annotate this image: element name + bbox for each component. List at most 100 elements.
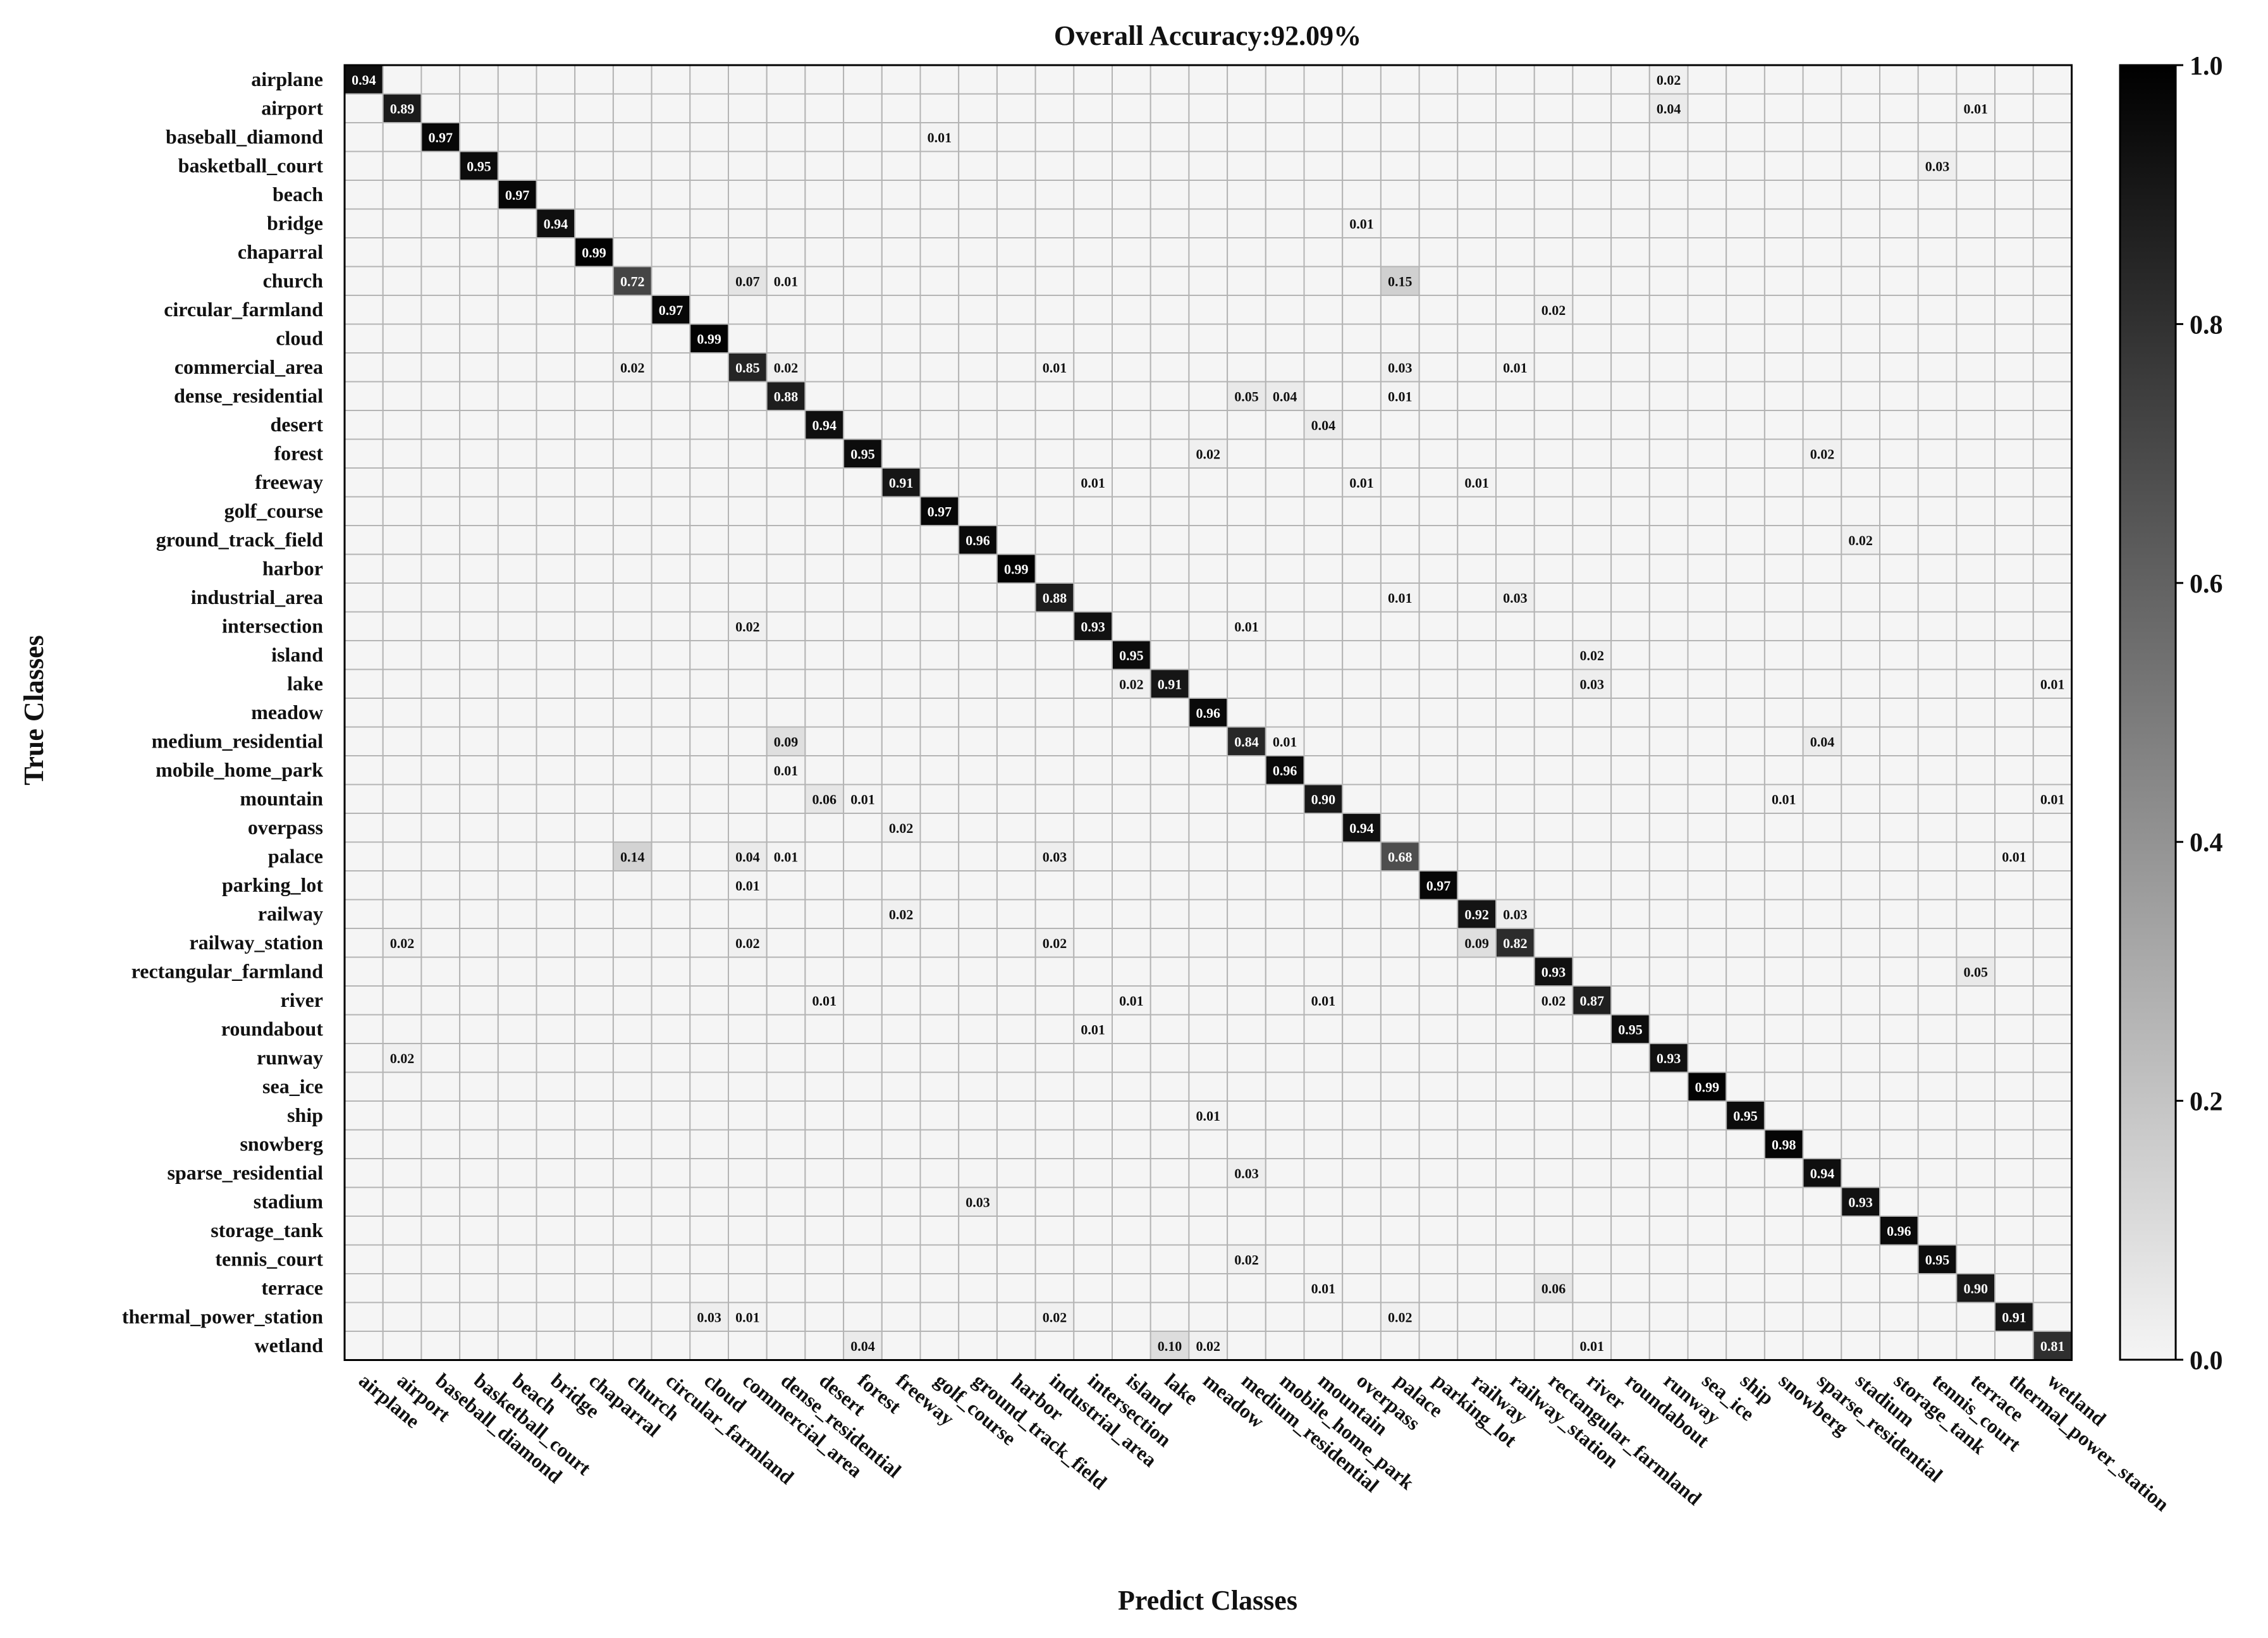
heatmap-cell [497, 899, 537, 929]
heatmap-cell [420, 496, 461, 526]
heatmap-cell [728, 93, 768, 123]
heatmap-cell [536, 1158, 576, 1188]
heatmap-cell [919, 1014, 960, 1044]
heatmap-cell [1149, 1071, 1190, 1102]
heatmap-cell [1879, 640, 1919, 670]
heatmap-cell [1763, 496, 1804, 526]
cell-value-label: 0.02 [390, 1050, 415, 1066]
heatmap-cell [1917, 1158, 1958, 1188]
heatmap-cell [1956, 1331, 1996, 1361]
row-label: island [271, 643, 323, 666]
heatmap-cell [1687, 1014, 1727, 1044]
cell-value-label: 0.03 [1043, 849, 1067, 865]
heatmap-cell [1726, 1043, 1765, 1073]
heatmap-cell [996, 582, 1036, 613]
heatmap-cell [843, 640, 883, 670]
row-label: airplane [251, 68, 323, 90]
heatmap-cell [574, 899, 614, 929]
heatmap-cell [1994, 640, 2034, 670]
heatmap-cell [497, 841, 537, 871]
heatmap-cell [958, 928, 998, 958]
heatmap-cell [459, 381, 499, 411]
heatmap-cell [382, 726, 422, 756]
heatmap-cell [766, 352, 806, 383]
heatmap-cell [996, 755, 1036, 785]
heatmap-cell [1112, 1331, 1151, 1361]
cell-value-label: 0.97 [928, 503, 952, 519]
heatmap-cell [1572, 582, 1612, 613]
heatmap-cell [1149, 1302, 1190, 1332]
heatmap-cell [1303, 496, 1344, 526]
heatmap-cell [1380, 1100, 1420, 1131]
row-label: mountain [240, 787, 323, 810]
heatmap-cell [1879, 352, 1919, 383]
heatmap-cell [1034, 1216, 1075, 1246]
heatmap-cell [574, 1158, 614, 1188]
heatmap-cell [1726, 726, 1765, 756]
heatmap-cell [1763, 611, 1804, 641]
heatmap-cell [996, 525, 1036, 555]
cell-value-label: 0.94 [812, 417, 837, 433]
heatmap-cell [382, 1014, 422, 1044]
heatmap-cell [1917, 928, 1958, 958]
heatmap-cell [1648, 352, 1689, 383]
heatmap-cell [1034, 1158, 1075, 1188]
heatmap-cell [1841, 496, 1881, 526]
heatmap-cell [344, 525, 384, 555]
heatmap-cell [1956, 611, 1996, 641]
heatmap-cell [1380, 180, 1420, 210]
heatmap-cell [612, 208, 653, 238]
heatmap-cell [1687, 1273, 1727, 1303]
heatmap-cell [574, 1186, 614, 1217]
heatmap-cell [1610, 668, 1650, 699]
heatmap-cell [843, 122, 883, 152]
heatmap-cell [574, 956, 614, 987]
heatmap-cell [766, 237, 806, 268]
heatmap-cell [1610, 726, 1650, 756]
cell-value-label: 0.09 [774, 734, 799, 749]
heatmap-cell [1956, 1244, 1996, 1274]
cell-value-label: 0.15 [1388, 273, 1413, 289]
heatmap-cell [1572, 1302, 1612, 1332]
heatmap-cell [843, 1302, 883, 1332]
heatmap-cell [420, 755, 461, 785]
heatmap-cell [1188, 698, 1229, 728]
heatmap-cell [1073, 640, 1113, 670]
heatmap-cell [1380, 410, 1420, 440]
heatmap-cell [1572, 295, 1612, 325]
heatmap-cell [1648, 1273, 1689, 1303]
heatmap-cells [344, 65, 2073, 1361]
heatmap-cell [1879, 899, 1919, 929]
heatmap-cell [1879, 467, 1919, 498]
heatmap-cell [919, 985, 960, 1016]
heatmap-cell [382, 668, 422, 699]
heatmap-cell [881, 295, 921, 325]
heatmap-cell [843, 956, 883, 987]
heatmap-cell [1380, 1273, 1420, 1303]
cell-value-label: 0.01 [1464, 475, 1489, 491]
heatmap-cell [420, 698, 461, 728]
heatmap-cell [612, 755, 653, 785]
heatmap-cell [1917, 755, 1958, 785]
heatmap-cell [1227, 180, 1266, 210]
cell-value-labels: 0.94 0.020.89 0.04 0.010.97 0.010.95 0.030.97… [352, 72, 2064, 1354]
heatmap-cell [1763, 1216, 1804, 1246]
heatmap-cell [1227, 1100, 1266, 1131]
heatmap-cell [1610, 784, 1650, 814]
heatmap-cell [1188, 381, 1229, 411]
heatmap-cell [574, 295, 614, 325]
heatmap-cell [651, 93, 691, 123]
heatmap-cell [536, 1216, 576, 1246]
cell-value-label: 0.02 [1234, 1252, 1259, 1267]
heatmap-cell [1802, 323, 1842, 354]
heatmap-cell [1457, 410, 1497, 440]
heatmap-cell [958, 1158, 998, 1188]
heatmap-cell [766, 1216, 806, 1246]
heatmap-cell [1418, 1244, 1459, 1274]
heatmap-cell [1188, 755, 1229, 785]
heatmap-cell [843, 985, 883, 1016]
heatmap-cell [536, 1043, 576, 1073]
heatmap-cell [1994, 928, 2034, 958]
heatmap-cell [574, 438, 614, 469]
heatmap-cell [1956, 1129, 1996, 1159]
